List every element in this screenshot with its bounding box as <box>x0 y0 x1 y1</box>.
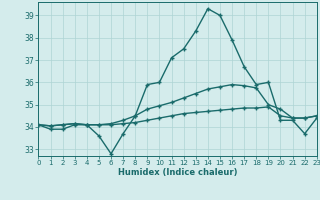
X-axis label: Humidex (Indice chaleur): Humidex (Indice chaleur) <box>118 168 237 177</box>
